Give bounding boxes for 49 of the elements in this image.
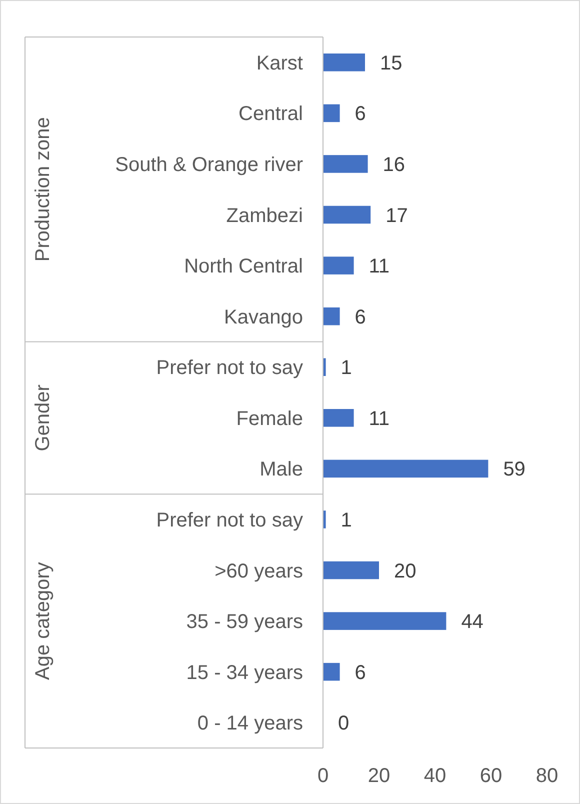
- data-label: 1: [340, 509, 352, 532]
- y-tick-label: North Central: [184, 256, 303, 278]
- data-label: 44: [461, 611, 484, 634]
- data-label: 59: [503, 458, 526, 481]
- data-label: 17: [386, 204, 408, 227]
- x-tick-label: 40: [424, 765, 446, 788]
- bar: [323, 510, 326, 528]
- bar: [323, 104, 340, 122]
- data-label: 16: [382, 154, 406, 176]
- data-label: 11: [368, 408, 390, 430]
- bar: [323, 256, 354, 274]
- text: Age category: [32, 562, 54, 680]
- bar: [323, 206, 371, 224]
- x-tick-label: 0: [317, 765, 329, 788]
- text: Production zone: [32, 117, 54, 262]
- y-tick-label: Female: [236, 408, 303, 430]
- y-tick-label: 0 - 14 years: [197, 712, 303, 735]
- y-tick-label: 15 - 34 years: [186, 662, 303, 684]
- data-label: 20: [394, 560, 416, 582]
- y-tick-label: South & Orange river: [115, 154, 304, 176]
- x-tick-label: 20: [368, 765, 390, 788]
- bar: [323, 358, 326, 376]
- data-label: 1: [340, 357, 352, 380]
- y-tick-label: >60 years: [214, 560, 303, 582]
- bar: [323, 561, 379, 580]
- bar: [323, 662, 340, 681]
- data-label: 6: [354, 103, 366, 126]
- x-tick-label: 80: [536, 765, 558, 788]
- bar: [323, 612, 446, 630]
- y-tick-label: Prefer not to say: [156, 509, 303, 532]
- y-tick-label: Karst: [256, 52, 304, 74]
- y-tick-label: Male: [260, 458, 303, 481]
- y-tick-label: Kavango: [224, 306, 303, 328]
- data-label: 6: [354, 662, 366, 684]
- data-label: 15: [380, 52, 402, 74]
- bar: [323, 409, 354, 427]
- bar: [323, 54, 365, 72]
- y-tick-label: 35 - 59 years: [186, 611, 303, 634]
- data-label: 6: [354, 306, 366, 328]
- y-tick-label: Central: [238, 103, 303, 126]
- bar: [323, 155, 368, 173]
- bar: [323, 460, 488, 478]
- text: Gender: [32, 384, 54, 452]
- data-label: 0: [338, 712, 350, 735]
- y-tick-label: Prefer not to say: [156, 357, 303, 380]
- data-label: 11: [368, 256, 390, 278]
- x-tick-label: 60: [480, 765, 502, 788]
- y-tick-label: Zambezi: [226, 204, 303, 227]
- bar: [323, 307, 340, 326]
